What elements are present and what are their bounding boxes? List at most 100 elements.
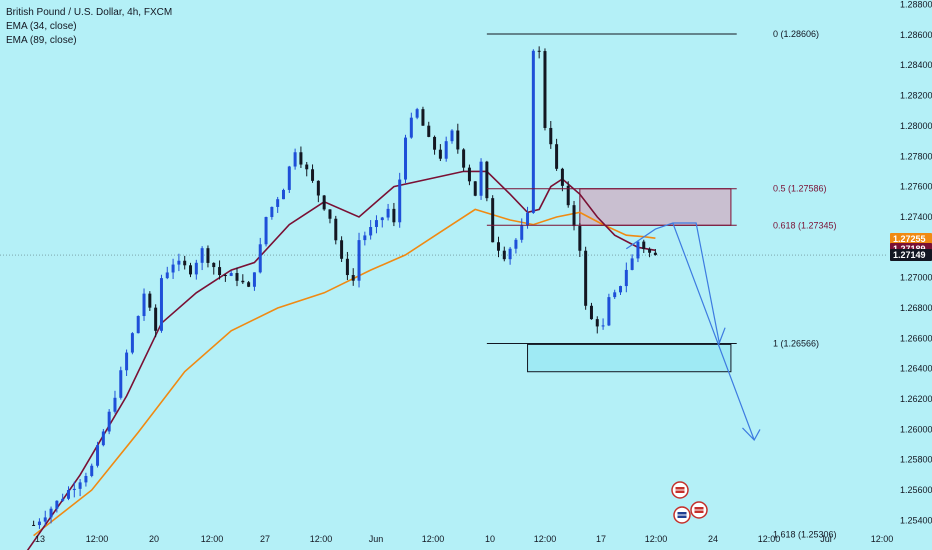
- ema-lines: [26, 170, 656, 550]
- candle-body: [264, 217, 268, 245]
- support-zone: [527, 343, 732, 373]
- y-tick-label: 1.27400: [900, 212, 932, 222]
- candle-body: [444, 141, 448, 159]
- resistance-zone: [579, 188, 732, 226]
- us-flag-event-icon[interactable]: [671, 481, 689, 499]
- candle-body: [496, 242, 500, 251]
- forecast-arrows: [625, 222, 761, 442]
- y-tick-label: 1.26200: [900, 394, 932, 404]
- candle-body: [630, 258, 634, 270]
- price-tag-bg: [890, 232, 932, 245]
- candle-body: [61, 498, 65, 501]
- x-tick-label: Jul: [820, 534, 832, 544]
- candle-body: [340, 240, 344, 259]
- candle-body: [66, 490, 70, 499]
- x-tick-label: 12:00: [534, 534, 557, 544]
- candle-body: [212, 262, 216, 268]
- candle-body: [229, 273, 233, 276]
- candle-body: [514, 239, 518, 249]
- candle-body: [526, 212, 530, 226]
- candle-body: [543, 51, 547, 128]
- candle-body: [171, 264, 175, 273]
- candle-body: [363, 235, 367, 241]
- candle-body: [218, 267, 222, 276]
- candle-body: [374, 220, 378, 227]
- ema-34-line: [26, 170, 656, 550]
- candle-body: [96, 445, 100, 466]
- us-flag-event-icon[interactable]: [690, 501, 708, 519]
- price-tag-bg: [890, 249, 932, 262]
- candle-body: [601, 325, 605, 327]
- candle-body: [572, 205, 576, 227]
- candle-body: [619, 286, 623, 293]
- candle-body: [578, 226, 582, 251]
- candle-body: [287, 166, 291, 190]
- gb-flag-event-icon[interactable]: [673, 506, 691, 524]
- candle-body: [223, 275, 227, 277]
- candle-body: [555, 144, 559, 169]
- legend-symbol[interactable]: British Pound / U.S. Dollar, 4h, FXCM: [6, 7, 173, 18]
- y-tick-label: 1.25400: [900, 515, 932, 525]
- x-tick-label: 17: [596, 534, 606, 544]
- candle-body: [427, 125, 431, 137]
- candle-body: [206, 248, 210, 263]
- candle-body: [84, 475, 88, 483]
- x-tick-label: 12:00: [645, 534, 668, 544]
- x-tick-label: 12:00: [310, 534, 333, 544]
- candle-body: [177, 260, 181, 265]
- candle-body: [148, 293, 152, 308]
- y-tick-label: 1.27000: [900, 273, 932, 283]
- candle-body: [299, 152, 303, 165]
- candle-body: [32, 524, 36, 526]
- candles: [32, 46, 657, 529]
- candle-body: [345, 258, 349, 276]
- y-tick-label: 1.25600: [900, 485, 932, 495]
- candle-body: [549, 127, 553, 145]
- candle-body: [49, 508, 53, 518]
- legend-ema-slow[interactable]: EMA (89, close): [6, 35, 77, 46]
- x-tick-label: 27: [260, 534, 270, 544]
- y-tick-label: 1.28200: [900, 91, 932, 101]
- candle-body: [589, 305, 593, 320]
- x-tick-label: 24: [708, 534, 718, 544]
- candle-body: [293, 152, 297, 167]
- candle-body: [241, 280, 245, 283]
- candle-body: [107, 411, 111, 432]
- candle-body: [194, 262, 198, 275]
- y-tick-label: 1.26400: [900, 364, 932, 374]
- candle-body: [322, 195, 326, 210]
- price-tag: 1.27189: [893, 244, 926, 254]
- candle-body: [142, 293, 146, 317]
- candle-body: [258, 244, 262, 273]
- candle-body: [130, 333, 134, 353]
- candle-body: [276, 199, 280, 207]
- forecast-arrow-2: [672, 222, 761, 442]
- legend-ema-fast[interactable]: EMA (34, close): [6, 21, 77, 32]
- y-tick-label: 1.28600: [900, 30, 932, 40]
- y-tick-label: 1.26000: [900, 424, 932, 434]
- candle-body: [491, 198, 495, 243]
- candle-body: [154, 307, 158, 331]
- forecast-arrow-1: [625, 222, 726, 346]
- candle-body: [467, 167, 471, 182]
- candle-body: [270, 206, 274, 218]
- event-icons[interactable]: [671, 481, 708, 524]
- x-tick-label: 12:00: [201, 534, 224, 544]
- fib-label: 0.618 (1.27345): [773, 220, 837, 230]
- candle-body: [159, 278, 163, 331]
- candle-body: [485, 161, 489, 199]
- zones: [527, 188, 732, 373]
- x-tick-label: 13: [35, 534, 45, 544]
- candle-body: [502, 250, 506, 260]
- candle-body: [642, 241, 646, 250]
- candle-body: [473, 181, 477, 196]
- x-tick-label: 12:00: [422, 534, 445, 544]
- candle-body: [305, 164, 309, 170]
- candle-body: [636, 241, 640, 259]
- candle-body: [55, 500, 59, 509]
- candle-body: [415, 109, 419, 118]
- candle-body: [392, 208, 396, 223]
- y-tick-label: 1.26800: [900, 303, 932, 313]
- x-tick-label: Jun: [369, 534, 384, 544]
